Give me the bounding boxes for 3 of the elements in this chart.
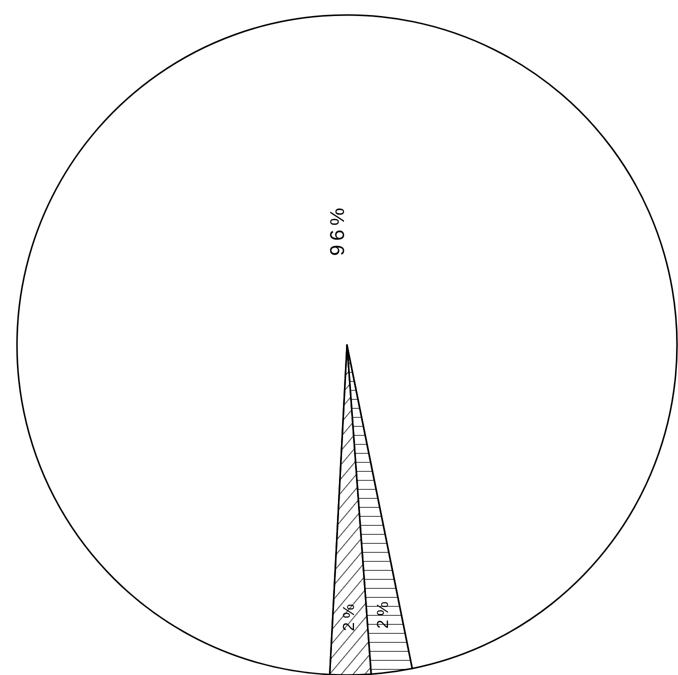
data-label: 2% bbox=[341, 600, 358, 632]
data-label: 96% bbox=[326, 204, 349, 256]
pie-slice bbox=[16, 14, 678, 675]
